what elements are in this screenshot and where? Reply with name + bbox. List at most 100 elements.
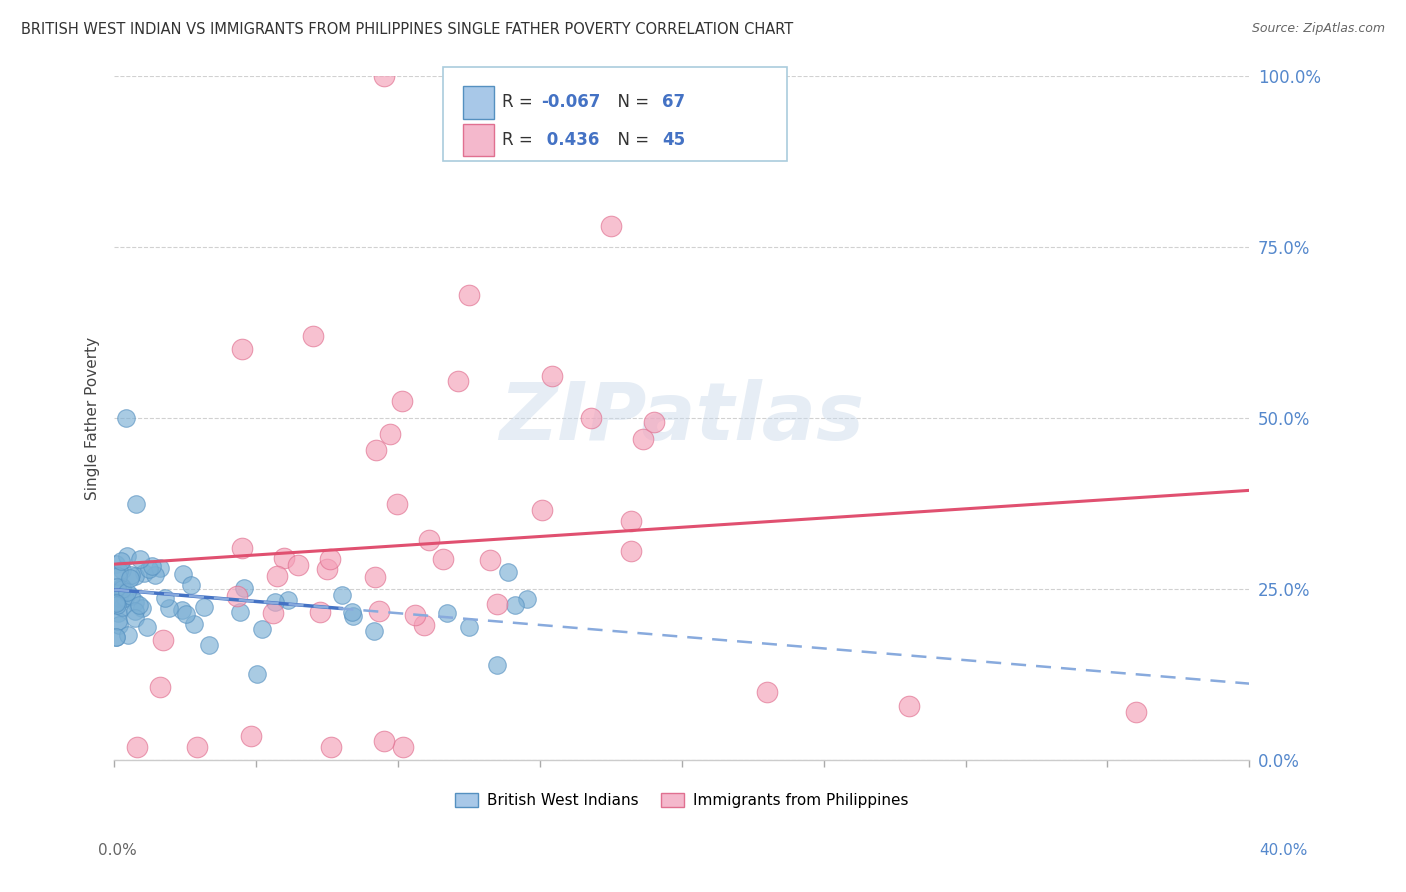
Point bbox=[364, 443, 387, 458]
Point bbox=[319, 739, 342, 754]
Point bbox=[364, 569, 387, 583]
Y-axis label: Single Father Poverty: Single Father Poverty bbox=[86, 336, 100, 500]
Text: 67: 67 bbox=[662, 94, 685, 112]
Point bbox=[172, 567, 194, 582]
Point bbox=[231, 343, 253, 357]
Point bbox=[418, 533, 440, 547]
Point bbox=[392, 739, 415, 754]
Point bbox=[136, 619, 159, 633]
Text: Source: ZipAtlas.com: Source: ZipAtlas.com bbox=[1251, 22, 1385, 36]
Point bbox=[273, 550, 295, 565]
Point bbox=[503, 598, 526, 612]
Point bbox=[107, 615, 129, 629]
Point bbox=[131, 601, 153, 615]
Point bbox=[143, 567, 166, 582]
Point bbox=[458, 620, 481, 634]
Point bbox=[340, 605, 363, 619]
Point bbox=[104, 595, 127, 609]
Text: R =: R = bbox=[502, 94, 538, 112]
Text: BRITISH WEST INDIAN VS IMMIGRANTS FROM PHILIPPINES SINGLE FATHER POVERTY CORRELA: BRITISH WEST INDIAN VS IMMIGRANTS FROM P… bbox=[21, 22, 793, 37]
Point bbox=[363, 624, 385, 639]
Point bbox=[252, 622, 274, 636]
Point bbox=[108, 565, 131, 579]
Point bbox=[138, 562, 160, 576]
Point bbox=[309, 605, 332, 619]
Point bbox=[114, 411, 136, 425]
Point bbox=[149, 560, 172, 574]
Point bbox=[118, 571, 141, 585]
Point bbox=[120, 589, 142, 603]
Point bbox=[897, 698, 920, 713]
Point bbox=[412, 618, 434, 632]
Point bbox=[368, 604, 391, 618]
Point bbox=[302, 328, 325, 343]
Text: 0.0%: 0.0% bbox=[98, 843, 138, 858]
Point bbox=[479, 553, 502, 567]
Point bbox=[176, 607, 198, 622]
Point bbox=[107, 617, 129, 632]
Point bbox=[620, 514, 643, 528]
Point bbox=[125, 739, 148, 754]
Text: 0.436: 0.436 bbox=[541, 131, 600, 149]
Point bbox=[115, 549, 138, 563]
Point bbox=[599, 219, 621, 234]
Point bbox=[531, 503, 554, 517]
Point bbox=[432, 551, 454, 566]
Point bbox=[620, 544, 643, 558]
Point bbox=[107, 591, 129, 606]
Point bbox=[128, 598, 150, 612]
Point bbox=[117, 584, 139, 599]
Point bbox=[104, 630, 127, 644]
Point bbox=[755, 685, 778, 699]
Point bbox=[541, 369, 564, 384]
Point bbox=[107, 569, 129, 583]
Point bbox=[316, 561, 339, 575]
Point bbox=[117, 628, 139, 642]
Point bbox=[124, 604, 146, 618]
Point bbox=[111, 580, 134, 594]
Point bbox=[246, 667, 269, 681]
Text: 40.0%: 40.0% bbox=[1260, 843, 1308, 858]
Point bbox=[124, 497, 146, 511]
Point bbox=[120, 567, 142, 582]
Point bbox=[104, 631, 127, 645]
Point bbox=[114, 591, 136, 605]
Point bbox=[157, 601, 180, 615]
Text: N =: N = bbox=[607, 131, 655, 149]
Point bbox=[104, 596, 127, 610]
Point bbox=[385, 497, 408, 511]
Point bbox=[264, 595, 287, 609]
Point bbox=[1125, 706, 1147, 720]
Point bbox=[180, 578, 202, 592]
Point bbox=[129, 552, 152, 566]
Point bbox=[485, 597, 508, 611]
Point bbox=[107, 595, 129, 609]
Text: ZIPatlas: ZIPatlas bbox=[499, 379, 865, 457]
Point bbox=[108, 581, 131, 595]
Point bbox=[287, 558, 309, 573]
Point bbox=[193, 600, 215, 615]
Point bbox=[111, 600, 134, 615]
Point bbox=[152, 633, 174, 648]
Point bbox=[111, 563, 134, 577]
Point bbox=[485, 658, 508, 673]
Point bbox=[198, 638, 221, 652]
Point bbox=[378, 427, 401, 442]
Point bbox=[105, 581, 128, 595]
Point bbox=[342, 608, 364, 623]
Point bbox=[148, 680, 170, 694]
Point bbox=[183, 616, 205, 631]
Point bbox=[110, 554, 132, 568]
Text: -0.067: -0.067 bbox=[541, 94, 600, 112]
Point bbox=[579, 410, 602, 425]
Point bbox=[132, 566, 155, 580]
Text: R =: R = bbox=[502, 131, 538, 149]
Point bbox=[153, 591, 176, 606]
Point bbox=[277, 592, 299, 607]
Point bbox=[111, 582, 134, 597]
Point bbox=[105, 598, 128, 612]
Point bbox=[633, 433, 655, 447]
Point bbox=[233, 581, 256, 595]
Point bbox=[373, 69, 395, 83]
Legend: British West Indians, Immigrants from Philippines: British West Indians, Immigrants from Ph… bbox=[449, 787, 915, 814]
